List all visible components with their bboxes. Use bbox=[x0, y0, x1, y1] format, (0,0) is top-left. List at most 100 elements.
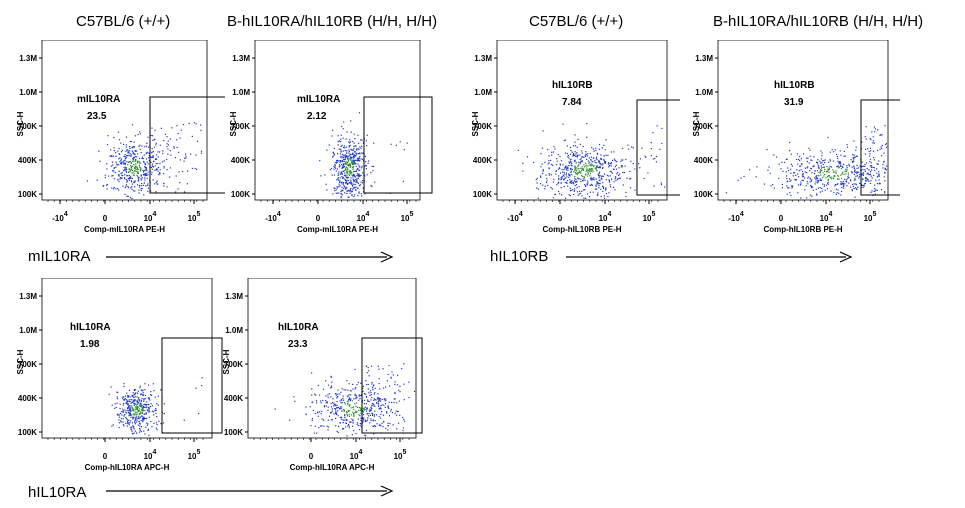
event-dot bbox=[598, 175, 600, 177]
event-dot bbox=[351, 195, 353, 197]
event-dot bbox=[342, 422, 344, 424]
event-dot bbox=[877, 175, 879, 177]
event-dot bbox=[326, 401, 328, 403]
event-dot bbox=[119, 408, 121, 410]
event-dot bbox=[356, 423, 358, 425]
event-dot bbox=[772, 183, 774, 186]
event-dot bbox=[569, 159, 571, 161]
event-dot bbox=[575, 155, 577, 157]
event-dot bbox=[333, 402, 335, 404]
event-dot bbox=[335, 405, 337, 407]
gate-rectangle[interactable] bbox=[361, 337, 423, 434]
event-dot bbox=[378, 368, 380, 370]
event-dot bbox=[345, 169, 347, 171]
event-dot bbox=[356, 402, 358, 404]
event-dot bbox=[130, 406, 132, 408]
gate-rectangle[interactable] bbox=[161, 337, 223, 434]
event-dot bbox=[348, 189, 350, 192]
event-dot bbox=[194, 167, 196, 170]
event-dot bbox=[363, 409, 365, 411]
gate-rectangle[interactable] bbox=[149, 96, 236, 194]
event-dot bbox=[115, 155, 117, 157]
event-dot bbox=[548, 162, 550, 164]
event-dot bbox=[540, 183, 542, 185]
event-dot bbox=[798, 184, 800, 186]
event-dot bbox=[564, 139, 566, 141]
event-dot bbox=[139, 404, 141, 406]
event-dot bbox=[605, 193, 608, 195]
event-dot bbox=[352, 163, 354, 165]
event-dot bbox=[406, 142, 408, 144]
event-dot bbox=[341, 186, 343, 188]
event-dot bbox=[569, 181, 571, 183]
event-dot bbox=[356, 178, 358, 180]
event-dot bbox=[363, 399, 365, 401]
event-dot bbox=[384, 400, 386, 402]
event-dot bbox=[133, 153, 135, 155]
event-dot bbox=[137, 410, 139, 412]
event-dot bbox=[138, 178, 140, 180]
event-dot bbox=[586, 183, 588, 185]
event-dot bbox=[841, 173, 843, 175]
event-dot bbox=[156, 429, 158, 431]
event-dot bbox=[374, 399, 376, 401]
event-dot bbox=[130, 165, 132, 167]
flow-plot-hil10rb-humanized: 1.3M 1.0M 700K 400K 100K SSC-H -104 0 104 105 Comp… bbox=[690, 39, 921, 245]
event-dot bbox=[620, 165, 622, 167]
event-dot bbox=[122, 163, 124, 165]
event-dot bbox=[340, 192, 342, 195]
event-dot bbox=[355, 186, 357, 188]
event-dot bbox=[343, 146, 345, 148]
event-dot bbox=[353, 160, 355, 163]
event-dot bbox=[867, 148, 869, 150]
event-dot bbox=[132, 418, 134, 420]
event-dot bbox=[396, 402, 398, 404]
event-dot bbox=[167, 144, 170, 146]
event-dot bbox=[137, 175, 139, 177]
event-dot bbox=[770, 185, 772, 187]
event-dot bbox=[336, 412, 338, 414]
event-dot bbox=[342, 156, 344, 158]
event-dot bbox=[619, 177, 621, 179]
event-dot bbox=[125, 170, 127, 172]
event-dot bbox=[134, 403, 136, 405]
event-dot bbox=[362, 417, 364, 419]
event-dot bbox=[311, 388, 313, 390]
event-dot bbox=[358, 165, 360, 167]
event-dot bbox=[364, 155, 366, 157]
event-dot bbox=[139, 405, 141, 407]
event-dot bbox=[820, 179, 822, 181]
event-dot bbox=[349, 192, 351, 195]
x-tick-label: 105 bbox=[188, 449, 201, 461]
event-dot bbox=[146, 161, 148, 163]
event-dot bbox=[352, 407, 354, 409]
event-dot bbox=[345, 188, 347, 190]
event-dot bbox=[339, 393, 341, 395]
event-dot bbox=[611, 159, 614, 162]
y-tick-label: 100K bbox=[18, 190, 37, 199]
gate-rectangle[interactable] bbox=[636, 99, 694, 196]
gate-rectangle[interactable] bbox=[363, 96, 433, 194]
event-dot bbox=[129, 409, 131, 411]
event-dot bbox=[367, 399, 369, 401]
event-dot bbox=[340, 181, 342, 183]
event-dot bbox=[134, 398, 136, 401]
y-tick-label: 1.0M bbox=[225, 326, 243, 335]
event-dot bbox=[129, 396, 131, 398]
event-dot bbox=[162, 150, 164, 152]
event-dot bbox=[592, 178, 594, 181]
event-dot bbox=[314, 425, 316, 427]
event-dot bbox=[143, 400, 145, 402]
event-dot bbox=[374, 410, 376, 412]
event-dot bbox=[862, 165, 865, 167]
event-dot bbox=[163, 165, 165, 168]
event-dot bbox=[346, 181, 348, 183]
event-dot bbox=[117, 174, 120, 176]
event-dot bbox=[138, 397, 140, 399]
event-dot bbox=[365, 168, 367, 170]
event-dot bbox=[597, 194, 599, 196]
event-dot bbox=[336, 430, 338, 432]
event-dot bbox=[141, 415, 143, 417]
event-dot bbox=[661, 142, 663, 144]
event-dot bbox=[117, 414, 119, 416]
